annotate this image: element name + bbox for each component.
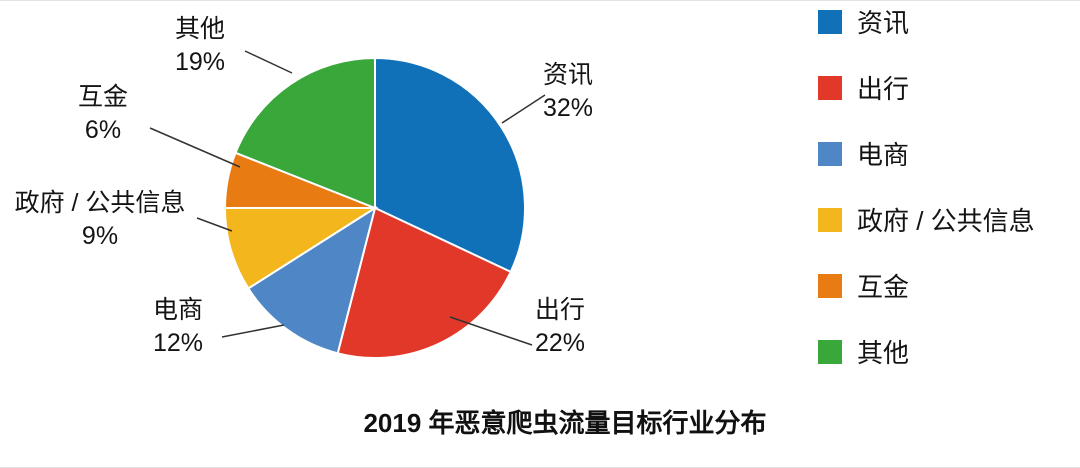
legend-swatch-icon xyxy=(818,207,842,232)
chart-title: 2019 年恶意爬虫流量目标行业分布 xyxy=(363,408,767,438)
leader-line-3 xyxy=(196,217,233,232)
slice-label-name: 资讯 xyxy=(542,61,594,89)
legend-swatch-icon xyxy=(818,9,842,34)
legend-swatch-icon xyxy=(818,141,842,166)
legend-label: 政府 / 公共信息 xyxy=(857,206,1035,236)
pie-slice-0 xyxy=(374,56,526,274)
slice-label-4: 互金 6% xyxy=(78,81,128,147)
slice-label-name: 出行 xyxy=(534,296,586,324)
leader-line-0 xyxy=(501,94,546,124)
legend-label: 互金 xyxy=(857,272,910,302)
legend-item-5: 其他 xyxy=(818,338,1035,368)
legend-item-0: 资讯 xyxy=(818,8,1035,38)
slice-label-name: 互金 xyxy=(77,83,129,111)
slice-label-name: 其他 xyxy=(174,15,226,43)
pie-slice-5 xyxy=(234,56,376,210)
pie-slice-2 xyxy=(246,205,377,355)
slice-label-1: 出行 22% xyxy=(535,294,585,360)
slice-label-value: 32% xyxy=(542,94,594,122)
pie-slice-1 xyxy=(336,206,513,359)
legend-swatch-icon xyxy=(818,273,842,298)
legend-item-3: 政府 / 公共信息 xyxy=(818,206,1035,236)
slice-label-name: 电商 xyxy=(152,296,204,324)
slice-label-2: 电商 12% xyxy=(153,294,203,360)
legend-item-1: 出行 xyxy=(818,74,1035,104)
pie-slice-3 xyxy=(223,207,379,290)
legend-swatch-icon xyxy=(818,339,842,364)
leader-line-4 xyxy=(149,127,241,168)
slice-label-3: 政府 / 公共信息 9% xyxy=(15,187,186,253)
slice-label-value: 12% xyxy=(152,329,204,357)
legend-item-2: 电商 xyxy=(818,140,1035,170)
pie-chart xyxy=(149,50,546,359)
legend-label: 出行 xyxy=(857,74,910,104)
slice-label-0: 资讯 32% xyxy=(543,59,593,125)
legend-label: 电商 xyxy=(857,140,910,170)
legend-swatch-icon xyxy=(818,75,842,100)
legend-item-4: 互金 xyxy=(818,272,1035,302)
slice-label-value: 19% xyxy=(174,48,226,76)
leader-line-5 xyxy=(244,50,293,74)
slice-label-value: 6% xyxy=(84,116,122,144)
legend: 资讯出行电商政府 / 公共信息 互金其他 xyxy=(818,8,1035,368)
slice-label-value: 22% xyxy=(534,329,586,357)
legend-label: 其他 xyxy=(857,338,910,368)
leader-line-2 xyxy=(221,324,285,338)
leader-line-1 xyxy=(449,316,533,346)
legend-label: 资讯 xyxy=(857,8,910,38)
slice-label-name: 政府 / 公共信息 xyxy=(14,189,186,217)
slice-label-value: 9% xyxy=(81,222,119,250)
slice-label-5: 其他 19% xyxy=(175,13,225,79)
